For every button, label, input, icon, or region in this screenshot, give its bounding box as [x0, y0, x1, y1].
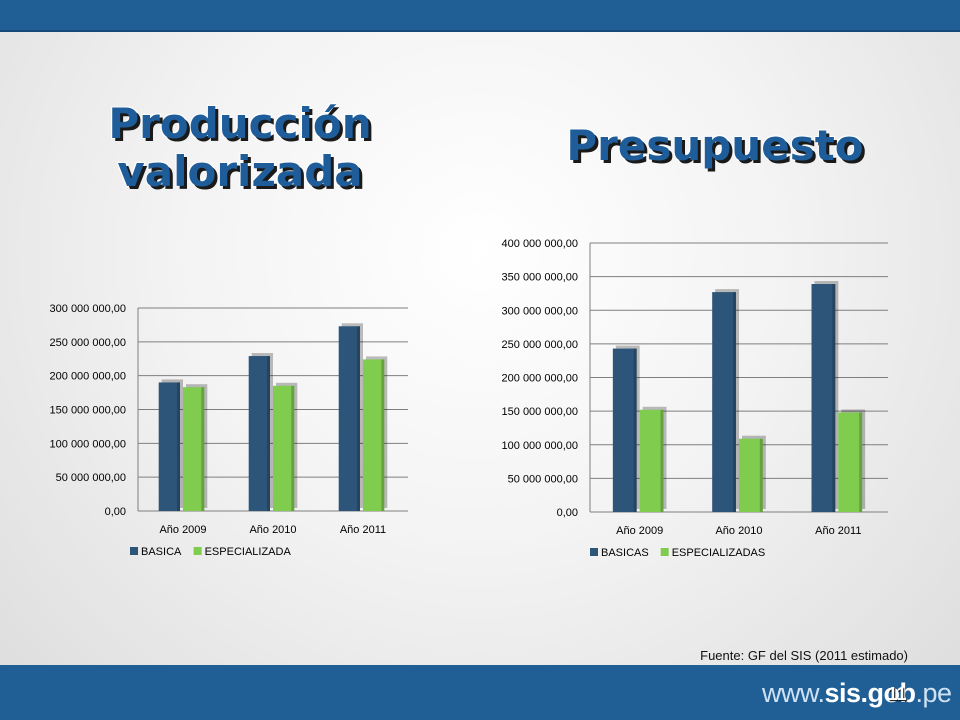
x-tick-label: Año 2011 — [815, 525, 861, 537]
bar-basica-1 — [158, 379, 183, 511]
y-tick-label: 300 000 000,00 — [502, 305, 578, 317]
x-tick-label: Año 2009 — [159, 524, 206, 536]
legend-label: ESPECIALIZADA — [205, 546, 292, 558]
legend-label: BASICA — [141, 546, 182, 558]
bar-shade — [633, 348, 637, 512]
legend-swatch — [660, 548, 669, 556]
bar-shade — [733, 292, 736, 512]
logo-sis: sis.gob — [824, 678, 917, 708]
title-presupuesto: Presupuesto — [566, 121, 864, 170]
y-tick-label: 0,00 — [105, 506, 126, 518]
bar-face — [158, 382, 180, 511]
legend-swatch — [590, 548, 598, 556]
bar-especializadas-2 — [739, 435, 766, 512]
bar-face — [739, 438, 763, 512]
y-tick-label: 50 000 000,00 — [508, 473, 578, 485]
bar-basicas-3 — [811, 281, 839, 512]
bar-face — [183, 387, 205, 511]
logo-www: www. — [762, 678, 825, 708]
bar-especializada-2 — [273, 382, 298, 511]
site-logo: www.sis.gob.pe — [762, 678, 952, 709]
legend-label: ESPECIALIZADAS — [672, 547, 766, 559]
title-produccion-valorizada: Producción valorizada — [90, 100, 390, 196]
chart-produccion-valorizada: 0,00 50 000 000,00 100 000 000,00 150 000 0… — [50, 303, 408, 558]
bar-especializadas-1 — [639, 406, 667, 512]
bar-basicas-2 — [712, 289, 739, 512]
bar-shade — [267, 356, 270, 511]
bar-shade — [832, 284, 836, 512]
bar-especializada-1 — [183, 384, 208, 511]
bar-especializada-3 — [363, 356, 388, 511]
bar-shade — [357, 326, 360, 511]
y-tick-label: 250 000 000,00 — [502, 339, 578, 351]
x-tick-label: Año 2010 — [249, 524, 296, 536]
y-tick-label: 350 000 000,00 — [502, 272, 578, 284]
y-tick-label: 250 000 000,00 — [50, 337, 126, 349]
legend-swatch — [193, 547, 202, 555]
bar-shade — [381, 359, 385, 511]
bar-face — [639, 409, 664, 512]
bar-shade — [177, 382, 180, 511]
bar-especializadas-3 — [838, 409, 866, 512]
bar-face — [273, 385, 295, 511]
y-tick-label: 200 000 000,00 — [50, 371, 126, 383]
bar-face — [712, 292, 736, 512]
bar-face — [612, 348, 637, 512]
y-tick-label: 100 000 000,00 — [50, 438, 126, 450]
bar-shade — [759, 438, 763, 512]
bar-shade — [859, 412, 863, 512]
x-tick-label: Año 2011 — [340, 524, 386, 536]
title-left-line1: Producción — [108, 99, 372, 148]
source-note: Fuente: GF del SIS (2011 estimado) — [700, 648, 908, 663]
y-tick-label: 100 000 000,00 — [502, 440, 578, 452]
y-tick-label: 150 000 000,00 — [502, 406, 578, 418]
y-tick-label: 400 000 000,00 — [502, 238, 578, 250]
bar-basicas-1 — [612, 345, 640, 512]
bar-basica-3 — [338, 323, 363, 511]
x-tick-label: Año 2010 — [715, 525, 762, 537]
top-banner — [0, 0, 960, 32]
y-tick-label: 300 000 000,00 — [50, 303, 126, 315]
legend-label: BASICAS — [601, 547, 649, 559]
y-tick-label: 50 000 000,00 — [56, 472, 126, 484]
bar-face — [338, 326, 360, 511]
title-left-line2: valorizada — [117, 147, 363, 196]
bar-face — [811, 284, 836, 512]
bar-face — [838, 412, 863, 512]
bar-face — [363, 359, 385, 511]
bar-basica-2 — [248, 353, 273, 511]
bar-face — [248, 356, 270, 511]
page-number: 11 — [887, 684, 907, 704]
bar-shade — [660, 409, 664, 512]
chart-presupuesto: 0,00 50 000 000,00 100 000 000,00 150 000 0… — [502, 238, 888, 559]
bar-shade — [291, 385, 295, 511]
y-tick-label: 200 000 000,00 — [502, 373, 578, 385]
y-tick-label: 0,00 — [557, 507, 578, 519]
y-tick-label: 150 000 000,00 — [50, 405, 126, 417]
bottom-banner — [0, 665, 960, 720]
logo-pe: .pe — [915, 678, 953, 708]
bar-shade — [201, 387, 205, 511]
legend-swatch — [130, 547, 138, 555]
x-tick-label: Año 2009 — [616, 525, 663, 537]
